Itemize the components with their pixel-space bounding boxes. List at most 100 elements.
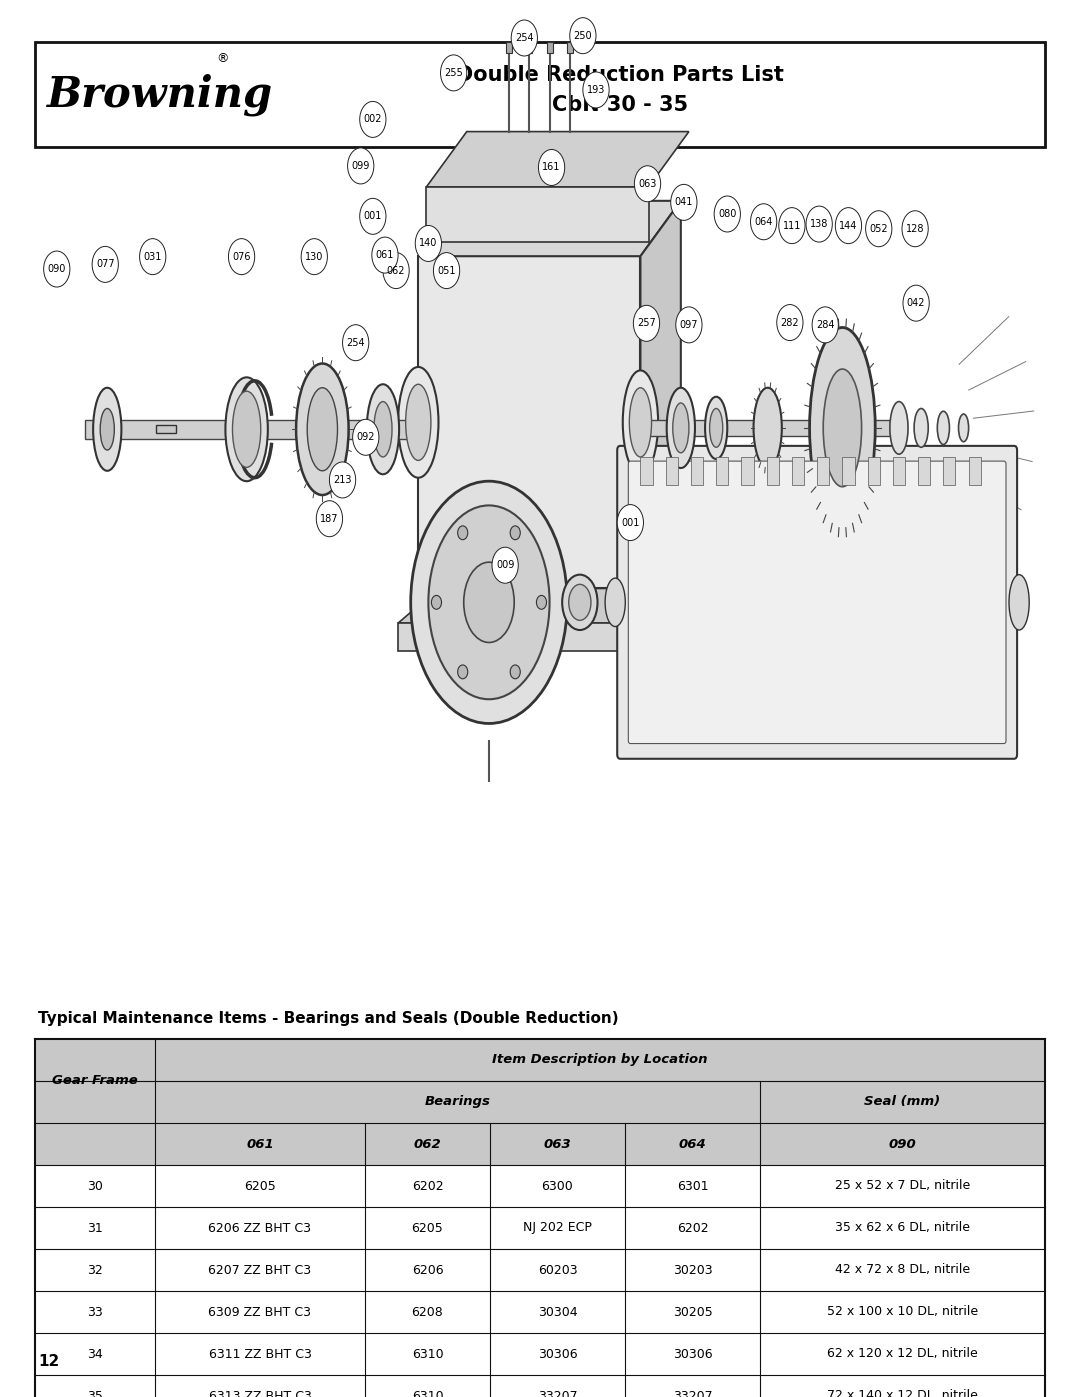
Ellipse shape: [406, 384, 431, 461]
Text: ®: ®: [216, 53, 228, 66]
Text: 33207: 33207: [538, 1390, 578, 1397]
Bar: [842, 457, 854, 485]
Ellipse shape: [705, 397, 727, 460]
Bar: [35, 1375, 1045, 1397]
Text: 6207 ZZ BHT C3: 6207 ZZ BHT C3: [208, 1263, 311, 1277]
Bar: [35, 1249, 1045, 1291]
Bar: [35, 1207, 1045, 1249]
Text: 32: 32: [87, 1263, 103, 1277]
Ellipse shape: [100, 408, 114, 450]
Circle shape: [510, 525, 521, 539]
Text: 6208: 6208: [411, 1306, 444, 1319]
Bar: [35, 1165, 1045, 1207]
Ellipse shape: [710, 408, 723, 447]
Polygon shape: [399, 623, 661, 651]
Text: 041: 041: [675, 197, 693, 207]
Circle shape: [671, 184, 697, 221]
Text: CbN 30 - 35: CbN 30 - 35: [552, 95, 688, 115]
Text: 130: 130: [305, 251, 324, 261]
Circle shape: [43, 251, 70, 286]
Ellipse shape: [399, 367, 438, 478]
Circle shape: [342, 324, 368, 360]
Text: 097: 097: [679, 320, 698, 330]
Bar: [507, 42, 512, 53]
Ellipse shape: [673, 402, 689, 453]
Text: 30: 30: [87, 1179, 103, 1193]
Polygon shape: [640, 201, 680, 588]
Ellipse shape: [429, 506, 550, 700]
Text: 6205: 6205: [244, 1179, 275, 1193]
Text: 6202: 6202: [411, 1179, 443, 1193]
Bar: [156, 425, 176, 433]
Text: Bearings: Bearings: [424, 1095, 490, 1108]
Text: 6205: 6205: [411, 1221, 444, 1235]
Ellipse shape: [937, 411, 949, 444]
Bar: [767, 457, 779, 485]
Text: 30306: 30306: [538, 1348, 578, 1361]
Ellipse shape: [823, 369, 862, 486]
Text: Double Reduction Parts List: Double Reduction Parts List: [456, 66, 784, 85]
Text: 31: 31: [87, 1221, 103, 1235]
Text: 62 x 120 x 12 DL, nitrile: 62 x 120 x 12 DL, nitrile: [827, 1348, 977, 1361]
Circle shape: [433, 253, 460, 289]
Text: 282: 282: [781, 317, 799, 327]
Text: 064: 064: [678, 1137, 706, 1151]
Circle shape: [779, 208, 805, 243]
Bar: [792, 457, 804, 485]
Text: Gear Frame: Gear Frame: [52, 1074, 138, 1087]
Bar: [944, 457, 956, 485]
Text: 090: 090: [48, 264, 66, 274]
Bar: [969, 457, 981, 485]
Circle shape: [458, 665, 468, 679]
Circle shape: [866, 211, 892, 247]
Text: 52 x 100 x 10 DL, nitrile: 52 x 100 x 10 DL, nitrile: [827, 1306, 978, 1319]
Circle shape: [633, 306, 660, 341]
Circle shape: [415, 225, 442, 261]
Circle shape: [539, 149, 565, 186]
Text: 009: 009: [496, 560, 514, 570]
Bar: [35, 1081, 1045, 1123]
Bar: [546, 42, 553, 53]
Ellipse shape: [569, 584, 591, 620]
Text: 255: 255: [444, 68, 463, 78]
Bar: [640, 457, 652, 485]
Text: Item Description by Location: Item Description by Location: [492, 1053, 707, 1066]
Text: 213: 213: [334, 475, 352, 485]
Text: 061: 061: [246, 1137, 274, 1151]
Circle shape: [537, 595, 546, 609]
Ellipse shape: [307, 388, 338, 471]
Text: 25 x 52 x 7 DL, nitrile: 25 x 52 x 7 DL, nitrile: [835, 1179, 970, 1193]
Bar: [35, 1123, 1045, 1165]
Circle shape: [372, 237, 399, 272]
Polygon shape: [418, 201, 680, 256]
Text: 062: 062: [414, 1137, 442, 1151]
Text: 6300: 6300: [542, 1179, 573, 1193]
Text: 193: 193: [586, 85, 605, 95]
Text: 250: 250: [573, 31, 592, 41]
Ellipse shape: [563, 574, 597, 630]
Circle shape: [360, 102, 386, 137]
Circle shape: [139, 239, 166, 275]
Circle shape: [458, 525, 468, 539]
Text: 138: 138: [810, 219, 828, 229]
Circle shape: [751, 204, 777, 240]
Text: 076: 076: [232, 251, 251, 261]
Circle shape: [492, 548, 518, 583]
Circle shape: [634, 166, 661, 201]
Text: 60203: 60203: [538, 1263, 578, 1277]
Text: 062: 062: [387, 265, 405, 275]
Circle shape: [329, 462, 355, 497]
Text: 061: 061: [376, 250, 394, 260]
Text: 161: 161: [542, 162, 561, 172]
Text: 080: 080: [718, 210, 737, 219]
Text: 187: 187: [320, 514, 339, 524]
FancyBboxPatch shape: [629, 461, 1005, 743]
Text: 099: 099: [351, 161, 370, 170]
Text: NJ 202 ECP: NJ 202 ECP: [523, 1221, 592, 1235]
Ellipse shape: [914, 408, 928, 447]
Bar: [867, 457, 880, 485]
Text: 30304: 30304: [538, 1306, 578, 1319]
Ellipse shape: [463, 562, 514, 643]
Bar: [665, 457, 678, 485]
Circle shape: [812, 307, 838, 342]
